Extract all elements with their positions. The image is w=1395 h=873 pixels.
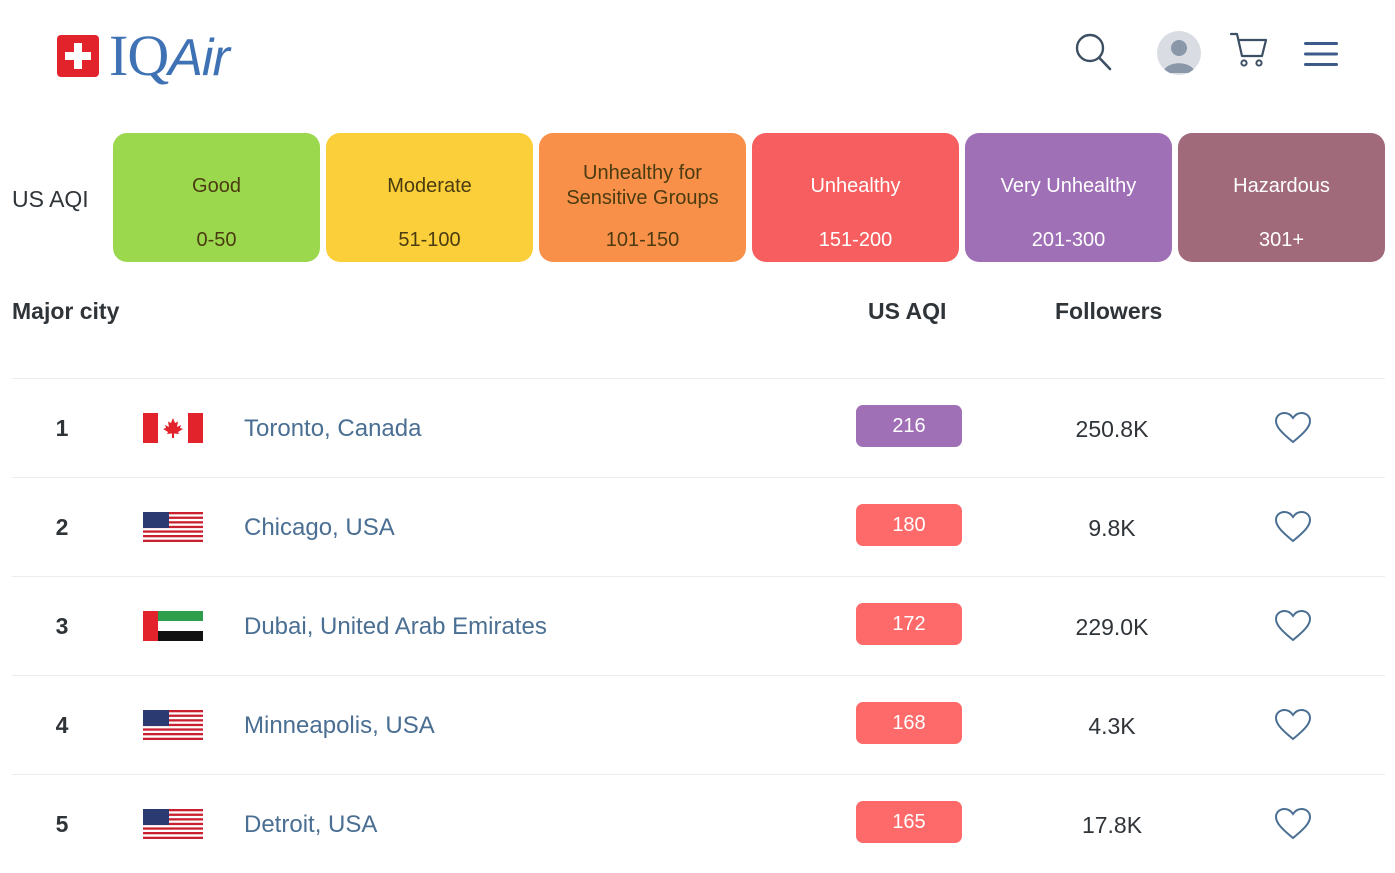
level-range: 151-200 — [818, 229, 893, 251]
canada-flag-icon — [143, 413, 203, 443]
level-moderate: Moderate 51-100 — [326, 133, 533, 262]
level-good: Good 0-50 — [113, 133, 320, 262]
table-row: 2 Chicago, USA 180 9.8K — [12, 477, 1385, 576]
level-range: 201-300 — [1031, 229, 1106, 251]
aqi-badge: 180 — [856, 504, 962, 546]
column-header-followers: Followers — [1055, 298, 1163, 324]
uae-flag-icon — [143, 611, 203, 641]
iqair-logo[interactable]: IQAir — [57, 23, 230, 88]
level-unhealthy: Unhealthy 151-200 — [752, 133, 959, 262]
level-range: 301+ — [1258, 229, 1305, 251]
level-name: Good — [192, 174, 241, 197]
aqi-badge: 168 — [856, 702, 962, 744]
swiss-cross-icon — [57, 35, 99, 77]
level-unhealthy-sensitive: Unhealthy for Sensitive Groups 101-150 — [539, 133, 746, 262]
heart-icon[interactable] — [1274, 708, 1312, 742]
aqi-legend: Good 0-50 Moderate 51-100 Unhealthy for … — [113, 133, 1385, 262]
usa-flag-icon — [143, 809, 203, 839]
usa-flag-icon — [143, 710, 203, 740]
table-row: 3 Dubai, United Arab Emirates 172 229.0K — [12, 576, 1385, 675]
heart-icon[interactable] — [1274, 807, 1312, 841]
city-link[interactable]: Toronto, Canada — [244, 415, 422, 442]
legend-label: US AQI — [12, 186, 89, 212]
city-link[interactable]: Detroit, USA — [244, 811, 378, 838]
heart-icon[interactable] — [1274, 609, 1312, 643]
followers-count: 17.8K — [1081, 812, 1143, 838]
logo-wordmark: IQAir — [109, 23, 230, 88]
level-name: Very Unhealthy — [1000, 174, 1137, 197]
level-name: Unhealthy — [810, 174, 901, 197]
followers-count: 9.8K — [1088, 515, 1136, 541]
aqi-badge: 216 — [856, 405, 962, 447]
aqi-badge: 172 — [856, 603, 962, 645]
site-header: IQAir — [0, 0, 1395, 110]
followers-count: 4.3K — [1088, 713, 1136, 739]
city-ranking-table: 1 Toronto, Canada 216 250.8K 2 Chicago, … — [12, 378, 1385, 873]
rank-number: 4 — [55, 712, 69, 738]
heart-icon[interactable] — [1274, 411, 1312, 445]
aqi-badge: 165 — [856, 801, 962, 843]
table-row: 4 Minneapolis, USA 168 4.3K — [12, 675, 1385, 774]
followers-count: 250.8K — [1075, 416, 1149, 442]
rank-number: 2 — [55, 514, 69, 540]
search-icon[interactable] — [1073, 30, 1113, 74]
cart-icon[interactable] — [1229, 30, 1269, 70]
level-range: 51-100 — [398, 229, 461, 251]
rank-number: 3 — [55, 613, 69, 639]
level-range: 101-150 — [605, 229, 680, 251]
level-name: Unhealthy for Sensitive Groups — [566, 162, 719, 209]
rank-number: 1 — [55, 415, 69, 441]
table-row: 5 Detroit, USA 165 17.8K — [12, 774, 1385, 873]
level-hazardous: Hazardous 301+ — [1178, 133, 1385, 262]
level-range: 0-50 — [196, 229, 237, 251]
table-row: 1 Toronto, Canada 216 250.8K — [12, 378, 1385, 477]
column-header-aqi: US AQI — [868, 298, 947, 324]
level-name: Moderate — [387, 174, 472, 197]
city-link[interactable]: Minneapolis, USA — [244, 712, 435, 739]
city-link[interactable]: Dubai, United Arab Emirates — [244, 613, 547, 640]
level-name: Hazardous — [1233, 174, 1330, 197]
level-very-unhealthy: Very Unhealthy 201-300 — [965, 133, 1172, 262]
heart-icon[interactable] — [1274, 510, 1312, 544]
rank-number: 5 — [55, 811, 69, 837]
followers-count: 229.0K — [1075, 614, 1149, 640]
column-header-city: Major city — [12, 298, 120, 324]
hamburger-menu-icon[interactable] — [1304, 41, 1338, 67]
avatar-icon[interactable] — [1157, 31, 1201, 75]
usa-flag-icon — [143, 512, 203, 542]
city-link[interactable]: Chicago, USA — [244, 514, 395, 541]
